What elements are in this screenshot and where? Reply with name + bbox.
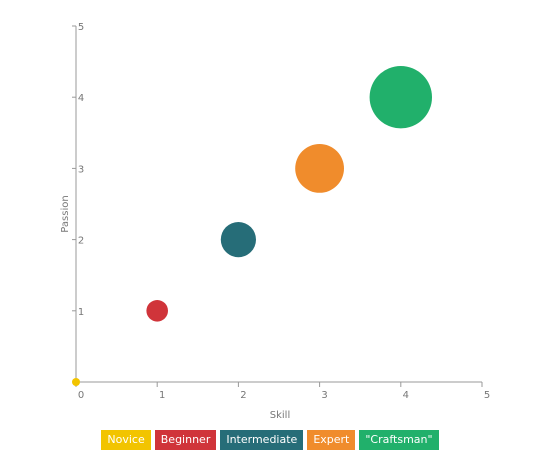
axes (75, 26, 482, 383)
legend-item[interactable]: Expert (307, 430, 356, 450)
y-tick-label: 1 (78, 307, 84, 318)
x-tick-label: 2 (240, 390, 246, 401)
legend: Novice Beginner Intermediate Expert "Craftsm… (0, 430, 540, 450)
data-point[interactable] (220, 222, 256, 258)
x-tick-label: 0 (78, 390, 84, 401)
x-tick-label: 3 (321, 390, 327, 401)
y-tick-label: 5 (78, 22, 84, 33)
y-tick-label: 3 (78, 164, 84, 175)
legend-item[interactable]: Intermediate (220, 430, 304, 450)
legend-item[interactable]: Novice (101, 430, 151, 450)
data-point[interactable] (72, 378, 80, 386)
x-tick-label: 4 (403, 390, 409, 401)
x-tick-label: 1 (159, 390, 165, 401)
scatter-chart: 0 1 2 3 4 5 1 2 3 4 5 Skill Passion (60, 22, 490, 421)
x-axis-title: Skill (270, 410, 290, 421)
legend-item[interactable]: Beginner (154, 430, 217, 450)
y-axis-title: Passion (60, 195, 71, 232)
x-axis-ticks: 0 1 2 3 4 5 (75, 382, 490, 401)
data-points (72, 66, 432, 386)
data-point[interactable] (146, 300, 168, 322)
data-point[interactable] (369, 66, 432, 129)
legend-item[interactable]: "Craftsman" (359, 430, 439, 450)
y-axis-ticks: 1 2 3 4 5 (72, 22, 84, 318)
y-tick-label: 2 (78, 236, 84, 247)
y-tick-label: 4 (78, 93, 84, 104)
data-point[interactable] (295, 144, 344, 193)
x-tick-label: 5 (484, 390, 490, 401)
